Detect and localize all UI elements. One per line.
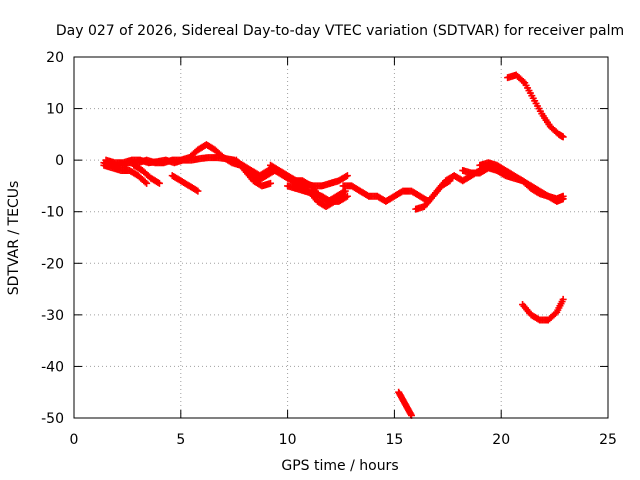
- series-sat-e: [168, 172, 202, 195]
- y-tick-label: 20: [46, 50, 64, 66]
- y-axis-label: SDTVAR / TECUs: [6, 181, 22, 296]
- x-tick-label: 0: [70, 432, 79, 448]
- data-point: [519, 77, 527, 85]
- data-point: [194, 187, 202, 195]
- chart-title: Day 027 of 2026, Sidereal Day-to-day VTE…: [56, 23, 624, 39]
- series-sat-h: [284, 182, 351, 205]
- series-sat-c: [100, 161, 151, 187]
- y-tick-label: -30: [41, 308, 64, 324]
- series-sat-d: [130, 161, 163, 187]
- data-point: [343, 192, 351, 200]
- data-point: [559, 192, 567, 200]
- data-point: [342, 172, 350, 180]
- data-points: [100, 71, 567, 419]
- series-sat-o: [519, 295, 567, 324]
- series-sat-g: [267, 161, 351, 190]
- data-point: [267, 179, 275, 187]
- data-point: [141, 178, 149, 186]
- data-point: [340, 188, 348, 196]
- plot-frame: [73, 56, 609, 419]
- data-point: [445, 178, 453, 186]
- x-tick-label: 10: [279, 432, 297, 448]
- data-point: [559, 295, 567, 303]
- data-point: [192, 186, 200, 194]
- axis-ticks: 0 5 10 15 20 25 -50 -40 -30 -20 -10 0 10 20: [41, 50, 617, 448]
- x-axis-label: GPS time / hours: [281, 458, 398, 474]
- data-point: [342, 193, 350, 201]
- y-tick-label: -40: [41, 359, 64, 375]
- y-tick-label: -50: [41, 411, 64, 427]
- data-point: [446, 177, 454, 185]
- series-sat-f: [232, 156, 275, 190]
- y-tick-label: 10: [46, 102, 64, 118]
- data-point: [559, 133, 567, 141]
- data-point: [154, 178, 162, 186]
- y-tick-label: -20: [41, 256, 64, 272]
- data-point: [343, 172, 351, 180]
- x-tick-label: 20: [492, 432, 510, 448]
- x-tick-label: 5: [176, 432, 185, 448]
- data-point: [143, 179, 151, 187]
- series-sat-n: [504, 71, 567, 141]
- x-tick-label: 15: [385, 432, 403, 448]
- y-tick-label: -10: [41, 205, 64, 221]
- y-tick-label: 0: [55, 153, 64, 169]
- series-sat-m: [395, 388, 415, 419]
- x-tick-label: 25: [599, 432, 617, 448]
- grid-lines: [74, 57, 608, 418]
- series-sat-l: [476, 159, 567, 203]
- series-sat-j: [412, 177, 454, 213]
- data-point: [155, 179, 163, 187]
